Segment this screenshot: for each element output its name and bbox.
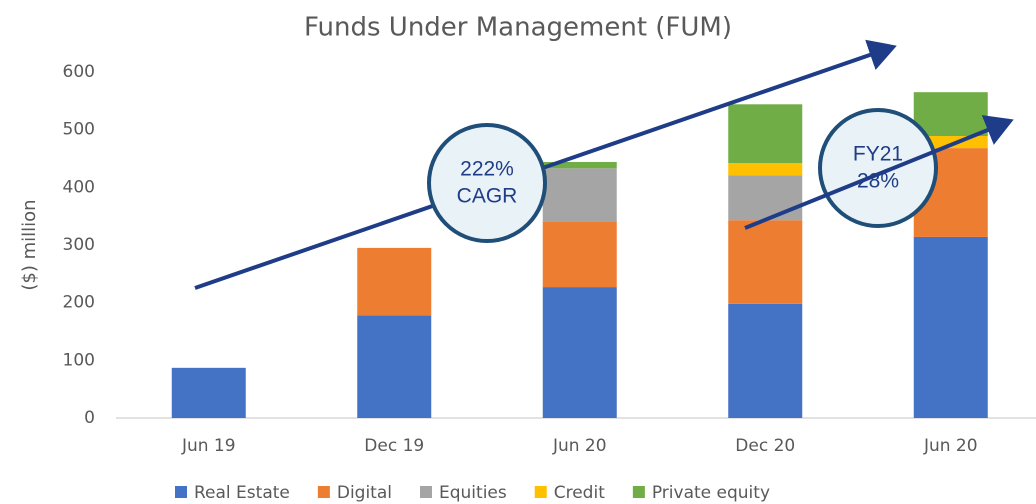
- y-tick-label: 0: [84, 408, 95, 428]
- bar-segment: [542, 161, 617, 169]
- annotation-text: 28%: [857, 170, 899, 193]
- bar-segment: [728, 303, 803, 418]
- y-tick-label: 500: [63, 120, 95, 140]
- y-tick-label: 600: [63, 62, 95, 82]
- bar-segment: [728, 163, 803, 176]
- annotation-text: FY21: [853, 143, 903, 166]
- bar-segment: [357, 315, 432, 418]
- y-tick-label: 200: [63, 293, 95, 313]
- x-tick-label: Jun 19: [181, 436, 236, 456]
- bar-segment: [728, 220, 803, 304]
- bar-segment: [913, 92, 988, 137]
- chart-title: Funds Under Management (FUM): [304, 13, 732, 43]
- y-tick-label: 300: [63, 235, 95, 255]
- bar-segment: [171, 367, 246, 418]
- bar-segment: [542, 168, 617, 222]
- bar-segment: [728, 175, 803, 221]
- legend-label: Credit: [554, 483, 605, 503]
- legend-swatch: [420, 486, 432, 498]
- bar-segment: [542, 287, 617, 418]
- bar-segment: [357, 247, 432, 316]
- x-tick-label: Dec 20: [735, 436, 795, 456]
- annotation-circle: [427, 123, 547, 243]
- annotation-text: CAGR: [457, 185, 518, 208]
- annotation-circle: [818, 108, 938, 228]
- legend-label: Real Estate: [194, 483, 290, 503]
- bar-segment: [542, 221, 617, 288]
- y-axis-label: ($) million: [19, 199, 40, 290]
- annotation-text: 222%: [460, 158, 514, 181]
- y-tick-label: 100: [63, 350, 95, 370]
- legend-swatch: [175, 486, 187, 498]
- x-tick-label: Dec 19: [364, 436, 424, 456]
- legend-swatch: [534, 486, 547, 498]
- legend-label: Digital: [337, 483, 392, 503]
- legend-swatch: [317, 486, 330, 498]
- y-tick-label: 400: [63, 177, 95, 197]
- x-tick-label: Jun 20: [552, 436, 607, 456]
- trend-arrow: [744, 115, 1014, 230]
- x-tick-label: Jun 20: [923, 436, 978, 456]
- legend-swatch: [632, 486, 645, 498]
- legend-label: Equities: [439, 483, 507, 503]
- bar-segment: [913, 236, 988, 418]
- bar-segment: [728, 104, 803, 164]
- legend-label: Private equity: [652, 483, 770, 503]
